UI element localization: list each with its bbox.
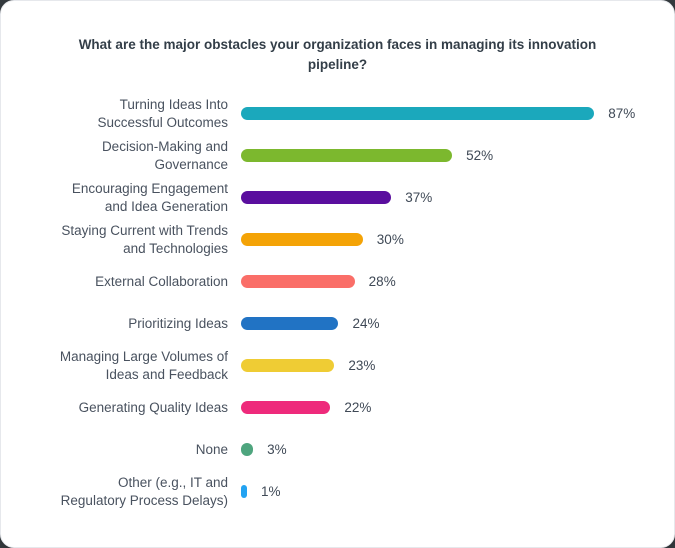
value-label: 37% <box>405 190 433 205</box>
bar-zone: 23% <box>241 358 674 373</box>
chart-row: Generating Quality Ideas 22% <box>1 387 674 429</box>
category-label: Generating Quality Ideas <box>78 399 228 415</box>
chart-row: None 3% <box>1 429 674 471</box>
bar <box>241 443 254 456</box>
value-label: 22% <box>344 400 372 415</box>
value-label: 23% <box>348 358 376 373</box>
bar <box>241 401 331 414</box>
value-label: 87% <box>608 106 636 121</box>
value-label: 24% <box>352 316 380 331</box>
chart-row: Prioritizing Ideas 24% <box>1 303 674 345</box>
chart-row: Turning Ideas Into Successful Outcomes 8… <box>1 93 674 135</box>
category-label: Staying Current with Trends and Technolo… <box>61 222 228 256</box>
chart-row: Managing Large Volumes of Ideas and Feed… <box>1 345 674 387</box>
bar-zone: 87% <box>241 106 674 121</box>
bar <box>241 359 335 372</box>
bar <box>241 149 453 162</box>
chart-title: What are the major obstacles your organi… <box>78 37 597 73</box>
category-label: Decision-Making and Governance <box>101 138 228 172</box>
bar-chart: Turning Ideas Into Successful Outcomes 8… <box>1 93 674 513</box>
value-label: 3% <box>267 442 287 457</box>
bar-zone: 37% <box>241 190 674 205</box>
category-label: None <box>195 441 228 457</box>
chart-row: Encouraging Engagement and Idea Generati… <box>1 177 674 219</box>
category-label: Encouraging Engagement and Idea Generati… <box>71 180 228 214</box>
bar <box>241 275 355 288</box>
chart-row: External Collaboration 28% <box>1 261 674 303</box>
bar-zone: 3% <box>241 442 674 457</box>
value-label: 1% <box>261 484 281 499</box>
bar-zone: 1% <box>241 484 674 499</box>
bar <box>241 191 392 204</box>
category-label: External Collaboration <box>95 273 228 289</box>
bar-zone: 24% <box>241 316 674 331</box>
category-label: Prioritizing Ideas <box>128 315 228 331</box>
bar-zone: 22% <box>241 400 674 415</box>
bar-zone: 30% <box>241 232 674 247</box>
value-label: 30% <box>376 232 404 247</box>
category-label: Managing Large Volumes of Ideas and Feed… <box>59 348 228 382</box>
value-label: 28% <box>368 274 396 289</box>
bar <box>241 317 339 330</box>
bar <box>241 233 363 246</box>
bar-zone: 52% <box>241 148 674 163</box>
bar <box>241 485 247 498</box>
category-label: Turning Ideas Into Successful Outcomes <box>97 96 228 130</box>
chart-row: Staying Current with Trends and Technolo… <box>1 219 674 261</box>
category-label: Other (e.g., IT and Regulatory Process D… <box>60 474 228 508</box>
chart-row: Decision-Making and Governance 52% <box>1 135 674 177</box>
bar <box>241 107 595 120</box>
value-label: 52% <box>466 148 494 163</box>
bar-zone: 28% <box>241 274 674 289</box>
chart-row: Other (e.g., IT and Regulatory Process D… <box>1 471 674 513</box>
